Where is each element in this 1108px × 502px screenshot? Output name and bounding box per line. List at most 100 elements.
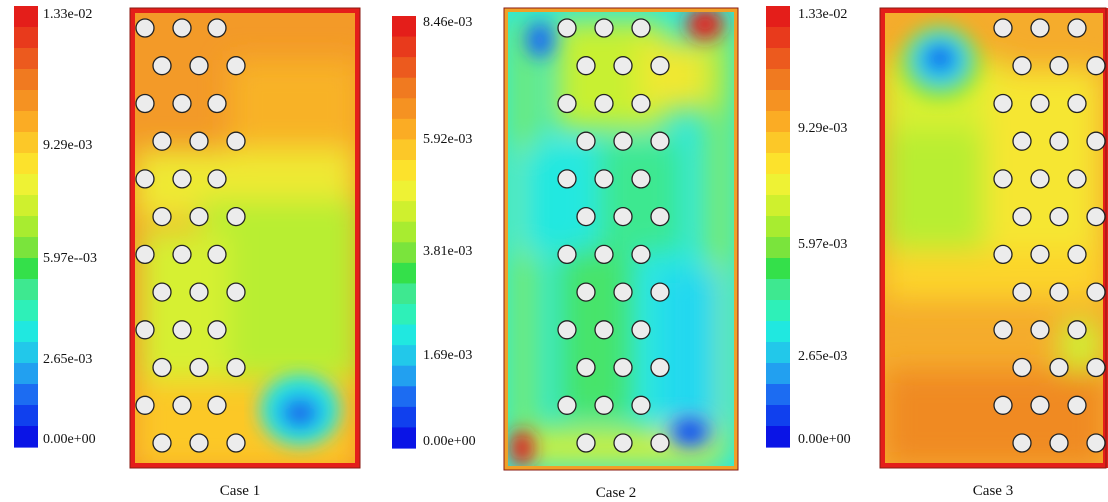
tube-circle <box>172 395 192 415</box>
tube-circle <box>557 93 577 114</box>
tube-circle <box>1030 169 1050 189</box>
tube-circle <box>226 206 246 227</box>
colorbar-band <box>766 90 790 112</box>
tube-circle <box>226 56 246 76</box>
tube-circle <box>613 282 633 302</box>
colorbar-band <box>392 262 416 285</box>
colorbar-band <box>392 201 416 223</box>
colorbar-band <box>14 300 38 322</box>
colorbar-band <box>14 132 38 154</box>
tube-circle <box>1067 93 1087 114</box>
legend-tick: 1.69e-03 <box>423 348 472 363</box>
legend-tick: 9.29e-03 <box>798 121 847 136</box>
tube-circle <box>207 169 227 189</box>
tube-circle <box>557 395 577 415</box>
tube-circle <box>189 433 209 453</box>
colorbar-band <box>14 279 38 301</box>
colorbar-band <box>766 69 790 91</box>
tube-circle <box>993 169 1013 189</box>
colorbar-band <box>766 48 790 70</box>
tube-circle <box>1086 357 1106 378</box>
colorbar-band <box>14 237 38 259</box>
tube-circle <box>993 320 1013 340</box>
tube-circle <box>1086 206 1106 227</box>
colorbar-band <box>14 111 38 133</box>
tube-circle <box>135 93 155 114</box>
tube-circle <box>576 357 596 378</box>
domain-outline <box>879 7 1107 469</box>
legend-tick: 5.97e-03 <box>798 237 847 252</box>
tube-circle <box>226 131 246 151</box>
tube-circle <box>207 320 227 340</box>
legend-ticks-case-3: 1.33e-02 9.29e-03 5.97e-03 2.65e-03 0.00… <box>798 7 851 447</box>
colorbar-band <box>766 279 790 301</box>
colorbar-band <box>766 153 790 175</box>
tube-circle <box>152 282 172 302</box>
legend-tick: 5.92e-03 <box>423 132 472 147</box>
colorbar-band <box>766 258 790 280</box>
tube-circle <box>1067 395 1087 415</box>
legend-tick: 2.65e-03 <box>43 352 92 367</box>
tube-circle <box>576 433 596 453</box>
caption-case-1: Case 1 <box>220 483 260 499</box>
tube-circle <box>207 395 227 415</box>
tube-circle <box>152 206 172 227</box>
colorbar-band <box>766 111 790 133</box>
tube-circle <box>1086 56 1106 76</box>
tube-circle <box>1049 131 1069 151</box>
tube-circle <box>172 320 192 340</box>
tube-circle <box>557 244 577 265</box>
colorbar-band <box>766 216 790 238</box>
tube-circle <box>576 56 596 76</box>
colorbar-band <box>14 90 38 112</box>
tube-circle <box>1049 282 1069 302</box>
tube-circle <box>189 357 209 378</box>
colorbar-band <box>766 321 790 343</box>
colorbar-band <box>392 98 416 120</box>
tube-circle <box>1012 206 1032 227</box>
colorbar-band <box>766 237 790 259</box>
colorbar-band <box>392 406 416 429</box>
tube-circle <box>1067 320 1087 340</box>
tube-circle <box>1067 169 1087 189</box>
tube-circle <box>1012 433 1032 453</box>
legend-tick: 0.00e+00 <box>798 432 851 447</box>
tube-circle <box>207 244 227 265</box>
tube-circle <box>1049 206 1069 227</box>
tube-bank-case-2 <box>557 18 670 453</box>
colorbar-band <box>14 321 38 343</box>
panel-case-3: 1.33e-02 9.29e-03 5.97e-03 2.65e-03 0.00… <box>766 6 1108 499</box>
colorbar-band <box>766 195 790 217</box>
tube-circle <box>1086 131 1106 151</box>
tube-circle <box>594 93 614 114</box>
tube-circle <box>631 395 651 415</box>
tube-circle <box>1049 56 1069 76</box>
tube-circle <box>152 357 172 378</box>
colorbar-band <box>14 6 38 28</box>
tube-circle <box>650 433 670 453</box>
tube-circle <box>172 169 192 189</box>
tube-circle <box>1067 18 1087 38</box>
tube-circle <box>172 93 192 114</box>
tube-circle <box>1030 244 1050 265</box>
tube-circle <box>1086 282 1106 302</box>
tube-circle <box>557 169 577 189</box>
colorbar-band <box>392 242 416 264</box>
tube-circle <box>993 93 1013 114</box>
tube-circle <box>594 395 614 415</box>
colorbar-band <box>766 405 790 427</box>
legend-ticks-case-2: 8.46e-03 5.92e-03 3.81e-03 1.69e-03 0.00… <box>423 15 476 449</box>
tube-circle <box>650 282 670 302</box>
tube-circle <box>594 320 614 340</box>
colorbar-band <box>14 426 38 448</box>
tube-circle <box>189 131 209 151</box>
tube-circle <box>613 433 633 453</box>
tube-circle <box>993 244 1013 265</box>
tube-circle <box>1030 93 1050 114</box>
legend-tick: 0.00e+00 <box>423 434 476 449</box>
colorbar-band <box>392 324 416 346</box>
tube-circle <box>172 18 192 38</box>
colorbar-band <box>14 258 38 280</box>
colorbar-band <box>14 384 38 406</box>
